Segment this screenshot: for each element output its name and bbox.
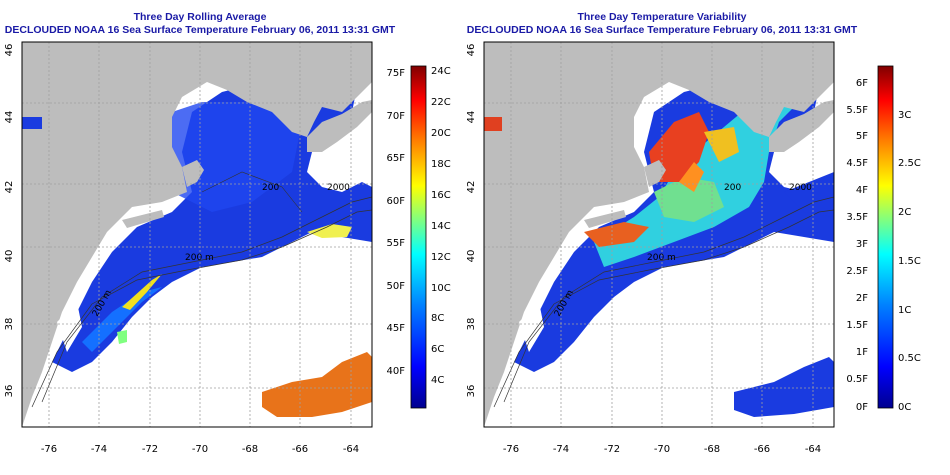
left-cb-f-65: 65F [387, 153, 406, 164]
left-contour-label-1: 200 m [185, 253, 214, 263]
left-cb-f-70: 70F [387, 111, 406, 122]
right-lat-tick-36: 36 [466, 385, 477, 398]
left-cb-f-45: 45F [387, 323, 406, 334]
left-cb-c-16: 16C [431, 190, 451, 201]
right-cb-f-3.5: 3.5F [846, 212, 868, 223]
left-cb-f-60: 60F [387, 196, 406, 207]
right-lat-tick-40: 40 [466, 250, 477, 263]
right-lon-tick-70: -70 [654, 444, 670, 455]
right-lat-tick-46: 46 [466, 44, 477, 57]
left-cb-c-14: 14C [431, 221, 451, 232]
right-lon-tick-76: -76 [503, 444, 519, 455]
left-lon-tick-66: -66 [292, 444, 308, 455]
left-cb-f-40: 40F [387, 366, 406, 377]
left-cb-c-10: 10C [431, 283, 451, 294]
left-cb-f-50: 50F [387, 281, 406, 292]
right-cb-c-1: 1C [898, 305, 911, 316]
right-cb-f-5: 5F [856, 131, 868, 142]
right-cb-f-3: 3F [856, 239, 868, 250]
right-cb-f-5.5: 5.5F [846, 105, 868, 116]
right-cb-f-4.5: 4.5F [846, 158, 868, 169]
left-lon-tick-74: -74 [91, 444, 107, 455]
right-lon-tick-64: -64 [805, 444, 821, 455]
left-map-panel: 200 m 200 2000 200 m [21, 41, 373, 428]
right-title-line1: Three Day Temperature Variability [577, 11, 747, 23]
sst-field-gulfstream [262, 352, 372, 417]
left-lon-tick-76: -76 [41, 444, 57, 455]
left-cb-c-6: 6C [431, 344, 444, 355]
right-lon-tick-68: -68 [704, 444, 720, 455]
right-lon-tick-66: -66 [754, 444, 770, 455]
left-lon-tick-64: -64 [343, 444, 359, 455]
left-contour-label-2: 200 [262, 183, 279, 193]
left-contour-label-3: 2000 [327, 183, 350, 193]
right-contour-label-2: 200 [724, 183, 741, 193]
right-cb-f-0: 0F [856, 402, 868, 413]
left-lat-tick-38: 38 [4, 318, 15, 331]
right-cb-c-0: 0C [898, 402, 911, 413]
left-title-line1: Three Day Rolling Average [133, 11, 267, 23]
right-cb-c-3: 3C [898, 110, 911, 121]
left-lon-tick-72: -72 [142, 444, 158, 455]
right-lon-tick-72: -72 [604, 444, 620, 455]
left-lat-tick-46: 46 [4, 44, 15, 57]
left-lat-tick-36: 36 [4, 385, 15, 398]
right-lat-tick-38: 38 [466, 318, 477, 331]
right-cb-c-1.5: 1.5C [898, 256, 921, 267]
right-cb-c-0.5: 0.5C [898, 353, 921, 364]
left-lon-tick-70: -70 [192, 444, 208, 455]
left-lon-axis: -76 -74 -72 -70 -68 -66 -64 [41, 444, 359, 455]
left-lat-tick-44: 44 [4, 111, 15, 124]
right-panel-title: Three Day Temperature Variability DECLOU… [462, 11, 862, 37]
right-lat-tick-42: 42 [466, 181, 477, 194]
right-title-line2: DECLOUDED NOAA 16 Sea Surface Temperatur… [466, 24, 858, 36]
left-lon-tick-68: -68 [242, 444, 258, 455]
left-panel-title: Three Day Rolling Average DECLOUDED NOAA… [0, 11, 400, 37]
left-cb-f-55: 55F [387, 238, 406, 249]
right-map-panel: 200 m 200 2000 200 m [483, 41, 835, 428]
right-contour-label-1: 200 m [647, 253, 676, 263]
left-lat-tick-42: 42 [4, 181, 15, 194]
right-lat-tick-44: 44 [466, 111, 477, 124]
right-graticule [484, 42, 834, 427]
right-contour-label-3: 2000 [789, 183, 812, 193]
left-cb-c-18: 18C [431, 159, 451, 170]
right-cb-c-2.5: 2.5C [898, 158, 921, 169]
right-lon-axis: -76 -74 -72 -70 -68 -66 -64 [503, 444, 821, 455]
right-cb-f-2.5: 2.5F [846, 266, 868, 277]
right-cb-f-1.5: 1.5F [846, 320, 868, 331]
left-colorbar: 75F 70F 65F 60F 55F 50F 45F 40F 24C 22C … [387, 65, 451, 409]
right-lat-axis: 36 38 40 42 44 46 [466, 44, 477, 398]
left-cb-c-20: 20C [431, 128, 451, 139]
right-cb-c-2: 2C [898, 207, 911, 218]
left-graticule [22, 42, 372, 427]
right-cb-f-0.5: 0.5F [846, 374, 868, 385]
left-cb-c-24: 24C [431, 66, 451, 77]
right-lon-tick-74: -74 [553, 444, 569, 455]
left-lat-axis: 36 38 40 42 44 46 [4, 44, 15, 398]
left-lat-tick-40: 40 [4, 250, 15, 263]
left-cb-c-22: 22C [431, 97, 451, 108]
right-cb-f-2: 2F [856, 293, 868, 304]
right-colorbar: 6F 5.5F 5F 4.5F 4F 3.5F 3F 2.5F 2F 1.5F … [846, 65, 921, 413]
right-cb-f-4: 4F [856, 185, 868, 196]
left-title-line2: DECLOUDED NOAA 16 Sea Surface Temperatur… [4, 24, 396, 36]
right-cb-f-6: 6F [856, 78, 868, 89]
left-cb-c-8: 8C [431, 313, 444, 324]
left-cb-c-12: 12C [431, 252, 451, 263]
left-cb-f-75: 75F [387, 68, 406, 79]
right-cb-f-1: 1F [856, 347, 868, 358]
sst-field-warm-edge [122, 274, 162, 310]
left-cb-c-4: 4C [431, 375, 444, 386]
